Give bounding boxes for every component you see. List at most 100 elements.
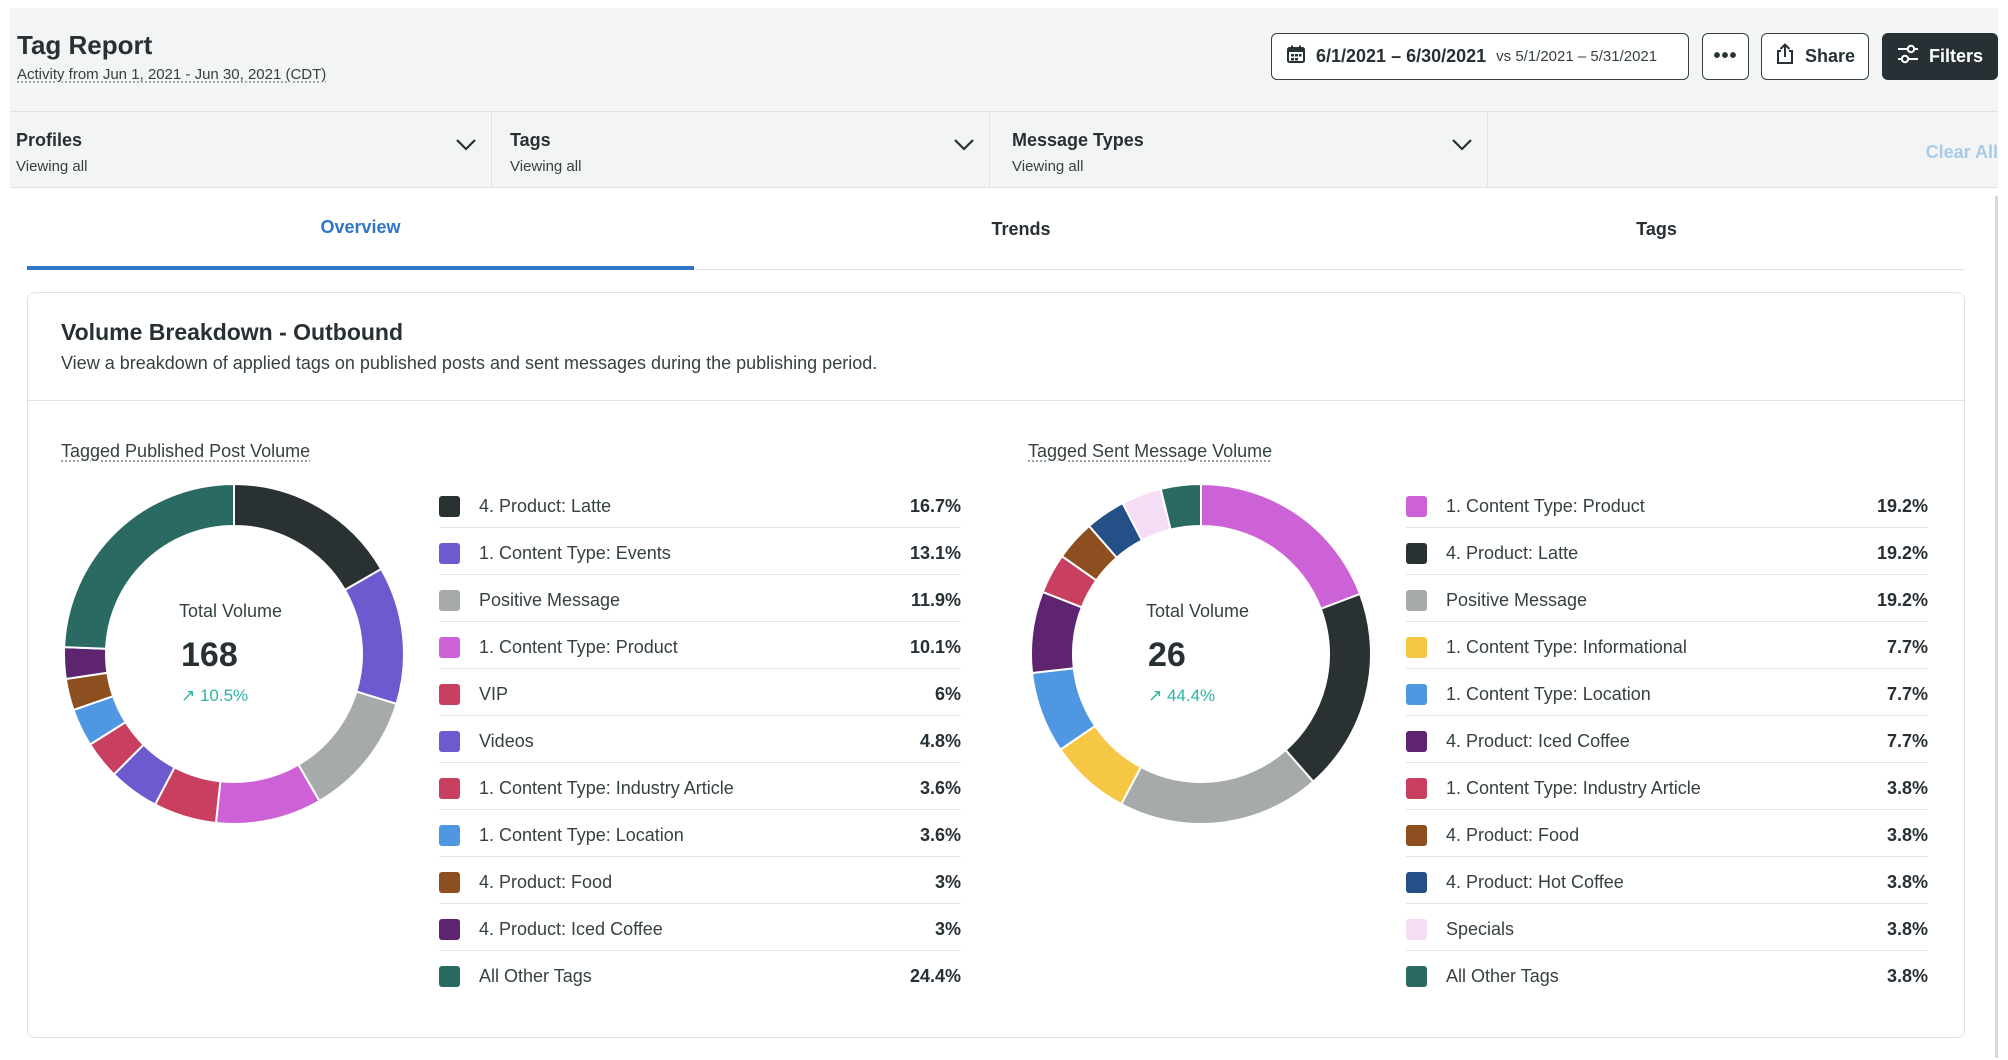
legend-label: 1. Content Type: Industry Article xyxy=(1446,778,1701,798)
legend-swatch xyxy=(439,872,460,893)
legend-row[interactable]: Positive Message 11.9% xyxy=(439,575,961,622)
legend-label: 4. Product: Food xyxy=(479,872,613,892)
sent-message-donut-chart xyxy=(1030,482,1372,825)
legend-row[interactable]: 1. Content Type: Product 19.2% xyxy=(1406,481,1928,528)
tab-overview[interactable]: Overview xyxy=(27,188,694,270)
legend-swatch xyxy=(1406,543,1427,564)
calendar-icon xyxy=(1286,44,1306,69)
legend-percentage: 13.1% xyxy=(909,543,961,563)
legend-row[interactable]: 4. Product: Latte 19.2% xyxy=(1406,528,1928,575)
filters-button[interactable]: Filters xyxy=(1882,33,1998,80)
legend-swatch xyxy=(439,919,460,940)
legend-swatch xyxy=(1406,590,1427,611)
legend-row[interactable]: 1. Content Type: Events 13.1% xyxy=(439,528,961,575)
legend-swatch xyxy=(1406,778,1427,799)
tags-filter-label: Tags xyxy=(510,130,551,150)
legend-row[interactable]: 4. Product: Iced Coffee 3% xyxy=(439,904,961,951)
clear-all-link[interactable]: Clear All xyxy=(1925,142,1998,162)
filters-label: Filters xyxy=(1928,46,1984,66)
report-tabs: Overview Trends Tags xyxy=(27,188,1965,270)
legend-row[interactable]: 1. Content Type: Industry Article 3.6% xyxy=(439,763,961,810)
legend-swatch xyxy=(439,637,460,658)
legend-swatch xyxy=(1406,919,1427,940)
legend-row[interactable]: 4. Product: Iced Coffee 7.7% xyxy=(1406,716,1928,763)
legend-swatch xyxy=(439,966,460,987)
legend-row[interactable]: 4. Product: Hot Coffee 3.8% xyxy=(1406,857,1928,904)
chevron-down-icon xyxy=(954,139,974,151)
more-options-button[interactable]: ••• xyxy=(1702,33,1749,80)
legend-label: Specials xyxy=(1446,919,1515,939)
legend-row[interactable]: All Other Tags 24.4% xyxy=(439,951,961,998)
published-post-donut-chart xyxy=(63,482,405,825)
volume-breakdown-card: Volume Breakdown - Outbound View a break… xyxy=(27,292,1965,1038)
legend-row[interactable]: Videos 4.8% xyxy=(439,716,961,763)
legend-percentage: 11.9% xyxy=(910,590,961,610)
legend-percentage: 4.8% xyxy=(919,731,961,751)
share-button[interactable]: Share xyxy=(1761,33,1869,80)
report-header: Tag Report Activity from Jun 1, 2021 - J… xyxy=(10,8,1998,111)
tag-report-app: Tag Report Activity from Jun 1, 2021 - J… xyxy=(10,8,1998,1058)
tags-filter[interactable]: Tags Viewing all xyxy=(492,112,990,188)
profiles-filter[interactable]: Profiles Viewing all xyxy=(10,112,492,188)
legend-label: 4. Product: Hot Coffee xyxy=(1446,872,1624,892)
activity-range-text[interactable]: Activity from Jun 1, 2021 - Jun 30, 2021… xyxy=(17,66,327,83)
message-types-filter-label: Message Types xyxy=(1012,130,1144,150)
date-range-button[interactable]: 6/1/2021 – 6/30/2021 vs 5/1/2021 – 5/31/… xyxy=(1271,33,1689,80)
chart-title[interactable]: Tagged Published Post Volume xyxy=(61,441,311,461)
card-header: Volume Breakdown - Outbound View a break… xyxy=(28,293,1964,401)
legend-label: 1. Content Type: Product xyxy=(479,637,678,657)
legend-row[interactable]: 1. Content Type: Location 7.7% xyxy=(1406,669,1928,716)
published-post-legend: 4. Product: Latte 16.7% 1. Content Type: E… xyxy=(439,481,961,998)
legend-label: Positive Message xyxy=(1446,590,1588,610)
legend-percentage: 3.8% xyxy=(1886,872,1928,892)
report-content: Overview Trends Tags Volume Breakdown - … xyxy=(10,188,1998,1058)
card-title: Volume Breakdown - Outbound xyxy=(61,319,404,345)
legend-row[interactable]: 1. Content Type: Industry Article 3.8% xyxy=(1406,763,1928,810)
message-types-filter-value: Viewing all xyxy=(1012,158,1084,175)
donut-center: Total Volume 26 ↗ 44.4% xyxy=(1028,481,1374,827)
legend-label: All Other Tags xyxy=(1446,966,1559,986)
legend-row[interactable]: VIP 6% xyxy=(439,669,961,716)
share-icon xyxy=(1775,43,1795,70)
legend-label: 4. Product: Latte xyxy=(1446,543,1579,563)
compare-range-label: vs 5/1/2021 – 5/31/2021 xyxy=(1496,48,1658,65)
chart-title[interactable]: Tagged Sent Message Volume xyxy=(1028,441,1273,461)
total-volume-label: Total Volume xyxy=(1146,601,1250,621)
published-post-panel: Tagged Published Post Volume Total Volum… xyxy=(61,401,961,1037)
legend-percentage: 3.8% xyxy=(1886,778,1928,798)
legend-row[interactable]: 1. Content Type: Informational 7.7% xyxy=(1406,622,1928,669)
legend-percentage: 19.2% xyxy=(1876,543,1928,563)
legend-label: Videos xyxy=(479,731,534,751)
total-volume-label: Total Volume xyxy=(179,601,283,621)
legend-percentage: 7.7% xyxy=(1886,684,1928,704)
legend-row[interactable]: 4. Product: Food 3.8% xyxy=(1406,810,1928,857)
legend-percentage: 3.8% xyxy=(1886,966,1928,986)
legend-swatch xyxy=(439,778,460,799)
legend-row[interactable]: Positive Message 19.2% xyxy=(1406,575,1928,622)
legend-percentage: 6% xyxy=(934,684,961,704)
legend-row[interactable]: 1. Content Type: Product 10.1% xyxy=(439,622,961,669)
legend-swatch xyxy=(439,543,460,564)
message-types-filter[interactable]: Message Types Viewing all xyxy=(990,112,1488,188)
legend-swatch xyxy=(1406,731,1427,752)
legend-swatch xyxy=(1406,684,1427,705)
scrollbar[interactable] xyxy=(1995,196,1998,1058)
profiles-filter-value: Viewing all xyxy=(16,158,88,175)
legend-row[interactable]: All Other Tags 3.8% xyxy=(1406,951,1928,998)
legend-label: All Other Tags xyxy=(479,966,592,986)
legend-swatch xyxy=(439,496,460,517)
donut-slice[interactable] xyxy=(63,482,235,650)
legend-swatch xyxy=(1406,496,1427,517)
legend-row[interactable]: 1. Content Type: Location 3.6% xyxy=(439,810,961,857)
tab-tags[interactable]: Tags xyxy=(1636,218,1677,239)
legend-percentage: 19.2% xyxy=(1876,590,1928,610)
legend-row[interactable]: Specials 3.8% xyxy=(1406,904,1928,951)
legend-swatch xyxy=(439,684,460,705)
legend-label: 4. Product: Latte xyxy=(479,496,612,516)
legend-row[interactable]: 4. Product: Latte 16.7% xyxy=(439,481,961,528)
donut-slice[interactable] xyxy=(1159,482,1202,531)
tab-trends[interactable]: Trends xyxy=(991,218,1051,239)
sliders-icon xyxy=(1897,44,1919,69)
legend-row[interactable]: 4. Product: Food 3% xyxy=(439,857,961,904)
ellipsis-icon: ••• xyxy=(1713,45,1738,67)
